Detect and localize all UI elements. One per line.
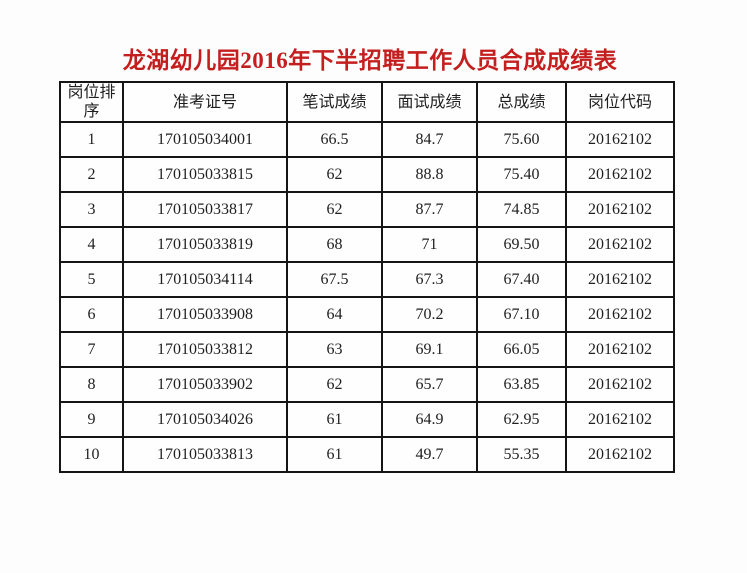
table-row: 4 170105033819 68 71 69.50 20162102	[59, 226, 675, 263]
cell-written: 66.5	[286, 121, 383, 158]
cell-written: 61	[286, 436, 383, 473]
score-table: 岗位排序 准考证号 笔试成绩 面试成绩 总成绩 岗位代码 1 1701050340…	[59, 81, 675, 473]
column-header-ticket: 准考证号	[122, 81, 288, 123]
cell-rank: 8	[59, 366, 124, 403]
cell-rank: 9	[59, 401, 124, 438]
cell-ticket: 170105033815	[122, 156, 288, 193]
cell-rank: 6	[59, 296, 124, 333]
cell-interview: 69.1	[381, 331, 478, 368]
cell-total: 62.95	[476, 401, 567, 438]
column-header-total: 总成绩	[476, 81, 567, 123]
cell-total: 67.10	[476, 296, 567, 333]
cell-interview: 64.9	[381, 401, 478, 438]
cell-total: 69.50	[476, 226, 567, 263]
cell-rank: 4	[59, 226, 124, 263]
cell-written: 64	[286, 296, 383, 333]
cell-ticket: 170105034026	[122, 401, 288, 438]
cell-ticket: 170105034114	[122, 261, 288, 298]
table-row: 10 170105033813 61 49.7 55.35 20162102	[59, 436, 675, 473]
cell-interview: 70.2	[381, 296, 478, 333]
table-row: 8 170105033902 62 65.7 63.85 20162102	[59, 366, 675, 403]
cell-rank: 1	[59, 121, 124, 158]
cell-total: 63.85	[476, 366, 567, 403]
cell-interview: 88.8	[381, 156, 478, 193]
column-header-rank: 岗位排序	[59, 81, 124, 123]
cell-code: 20162102	[565, 191, 675, 228]
cell-code: 20162102	[565, 261, 675, 298]
cell-total: 55.35	[476, 436, 567, 473]
column-header-code: 岗位代码	[565, 81, 675, 123]
table-body: 1 170105034001 66.5 84.7 75.60 20162102 2 17010…	[59, 121, 675, 473]
cell-rank: 10	[59, 436, 124, 473]
cell-ticket: 170105033902	[122, 366, 288, 403]
cell-total: 75.60	[476, 121, 567, 158]
cell-total: 75.40	[476, 156, 567, 193]
cell-interview: 49.7	[381, 436, 478, 473]
cell-code: 20162102	[565, 226, 675, 263]
cell-code: 20162102	[565, 296, 675, 333]
cell-total: 74.85	[476, 191, 567, 228]
cell-written: 68	[286, 226, 383, 263]
cell-code: 20162102	[565, 366, 675, 403]
cell-total: 67.40	[476, 261, 567, 298]
table-row: 1 170105034001 66.5 84.7 75.60 20162102	[59, 121, 675, 158]
cell-written: 63	[286, 331, 383, 368]
cell-rank: 3	[59, 191, 124, 228]
cell-interview: 65.7	[381, 366, 478, 403]
cell-code: 20162102	[565, 156, 675, 193]
table-row: 2 170105033815 62 88.8 75.40 20162102	[59, 156, 675, 193]
table-header: 岗位排序 准考证号 笔试成绩 面试成绩 总成绩 岗位代码	[59, 81, 675, 123]
cell-interview: 71	[381, 226, 478, 263]
table-row: 9 170105034026 61 64.9 62.95 20162102	[59, 401, 675, 438]
table-row: 6 170105033908 64 70.2 67.10 20162102	[59, 296, 675, 333]
cell-ticket: 170105033908	[122, 296, 288, 333]
cell-code: 20162102	[565, 331, 675, 368]
cell-interview: 67.3	[381, 261, 478, 298]
cell-written: 62	[286, 366, 383, 403]
column-header-written: 笔试成绩	[286, 81, 383, 123]
cell-rank: 2	[59, 156, 124, 193]
table-row: 7 170105033812 63 69.1 66.05 20162102	[59, 331, 675, 368]
page-title: 龙湖幼儿园2016年下半招聘工作人员合成成绩表	[122, 48, 618, 73]
table-header-row: 岗位排序 准考证号 笔试成绩 面试成绩 总成绩 岗位代码	[59, 81, 675, 123]
cell-written: 62	[286, 156, 383, 193]
cell-ticket: 170105033812	[122, 331, 288, 368]
cell-ticket: 170105033819	[122, 226, 288, 263]
cell-code: 20162102	[565, 121, 675, 158]
cell-code: 20162102	[565, 436, 675, 473]
cell-ticket: 170105033817	[122, 191, 288, 228]
cell-interview: 84.7	[381, 121, 478, 158]
cell-code: 20162102	[565, 401, 675, 438]
cell-ticket: 170105033813	[122, 436, 288, 473]
cell-rank: 5	[59, 261, 124, 298]
cell-total: 66.05	[476, 331, 567, 368]
column-header-interview: 面试成绩	[381, 81, 478, 123]
table-row: 3 170105033817 62 87.7 74.85 20162102	[59, 191, 675, 228]
cell-written: 61	[286, 401, 383, 438]
cell-interview: 87.7	[381, 191, 478, 228]
cell-written: 67.5	[286, 261, 383, 298]
cell-ticket: 170105034001	[122, 121, 288, 158]
cell-written: 62	[286, 191, 383, 228]
table-row: 5 170105034114 67.5 67.3 67.40 20162102	[59, 261, 675, 298]
cell-rank: 7	[59, 331, 124, 368]
